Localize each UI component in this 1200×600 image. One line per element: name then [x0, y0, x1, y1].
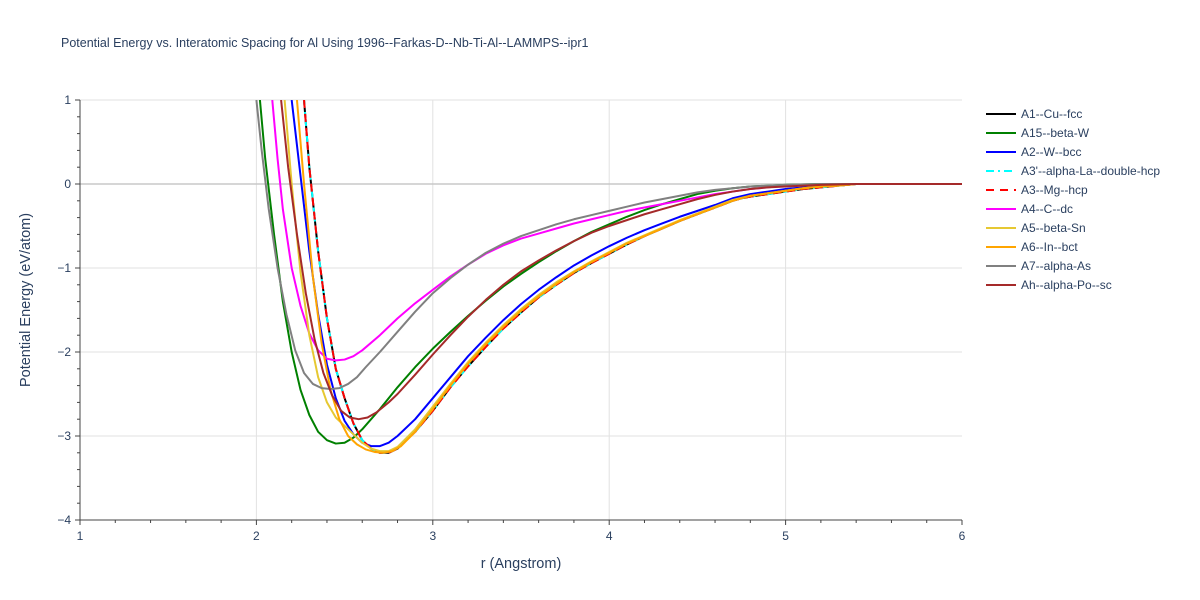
legend-label: A7--alpha-As	[1021, 259, 1091, 273]
y-axis-title: Potential Energy (eV/atom)	[18, 213, 34, 387]
legend-item-5[interactable]: A4--C--dc	[986, 202, 1073, 216]
y-tick-label: 0	[64, 177, 71, 191]
legend-item-6[interactable]: A5--beta-Sn	[986, 221, 1086, 235]
y-tick-label: −1	[57, 261, 71, 275]
x-tick-label: 6	[959, 529, 966, 543]
series-line-5	[271, 100, 962, 362]
series-line-9	[280, 100, 962, 421]
x-tick-label: 2	[253, 529, 260, 543]
legend-label: A6--In--bct	[1021, 240, 1078, 254]
series-line-1	[258, 100, 962, 445]
y-tick-label: −2	[57, 345, 71, 359]
y-tick-label: −3	[57, 429, 71, 443]
legend-label: A15--beta-W	[1021, 126, 1090, 140]
legend-item-7[interactable]: A6--In--bct	[986, 240, 1078, 254]
legend-item-3[interactable]: A3'--alpha-La--double-hcp	[986, 164, 1160, 178]
series-line-4	[303, 100, 962, 454]
legend-label: A5--beta-Sn	[1021, 221, 1086, 235]
legend-item-0[interactable]: A1--Cu--fcc	[986, 107, 1082, 121]
legend-item-2[interactable]: A2--W--bcc	[986, 145, 1081, 159]
series-line-7	[295, 100, 962, 454]
series-line-0	[303, 100, 962, 454]
legend[interactable]: A1--Cu--fcc A15--beta-W A2--W--bcc A3'--alp…	[986, 107, 1160, 292]
x-tick-label: 1	[77, 529, 84, 543]
series-line-6	[283, 100, 962, 453]
legend-label: Ah--alpha-Po--sc	[1021, 278, 1112, 292]
y-tick-label: −4	[57, 513, 71, 527]
legend-item-4[interactable]: A3--Mg--hcp	[986, 183, 1088, 197]
legend-label: A4--C--dc	[1021, 202, 1073, 216]
series-line-2	[290, 100, 962, 448]
legend-label: A1--Cu--fcc	[1021, 107, 1082, 121]
chart-title: Potential Energy vs. Interatomic Spacing…	[61, 36, 589, 50]
x-tick-label: 5	[782, 529, 789, 543]
legend-item-1[interactable]: A15--beta-W	[986, 126, 1090, 140]
y-tick-label: 1	[64, 93, 71, 107]
axis-layer: 1 2 3 4 5 6 1 0 −1 −2 −3 −4 r (Angstrom) Potential En…	[18, 93, 966, 572]
series-line-3	[303, 100, 962, 454]
series-line-8	[255, 100, 962, 390]
x-axis-title: r (Angstrom)	[481, 556, 562, 572]
legend-label: A3'--alpha-La--double-hcp	[1021, 164, 1160, 178]
grid-layer	[80, 99, 962, 520]
x-tick-label: 4	[606, 529, 613, 543]
legend-item-8[interactable]: A7--alpha-As	[986, 259, 1091, 273]
x-tick-label: 3	[429, 529, 436, 543]
series-layer	[255, 100, 962, 454]
legend-item-9[interactable]: Ah--alpha-Po--sc	[986, 278, 1112, 292]
legend-label: A2--W--bcc	[1021, 145, 1081, 159]
legend-label: A3--Mg--hcp	[1021, 183, 1088, 197]
